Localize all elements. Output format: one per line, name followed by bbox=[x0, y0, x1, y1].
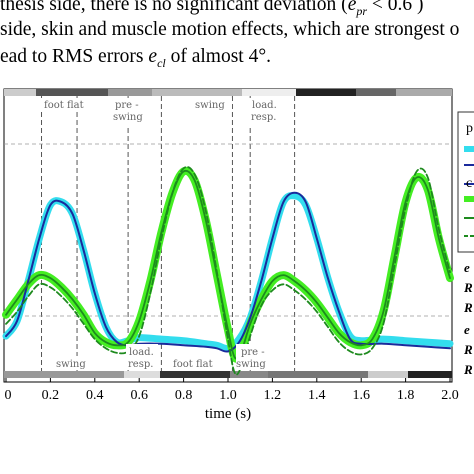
bottom-phase-seg-1 bbox=[4, 371, 124, 378]
x-tick-label: 2.0 bbox=[441, 388, 459, 403]
legend-heading-p: p bbox=[466, 121, 473, 136]
phase-labels-bottom: swing load. resp. foot flat pre - swing bbox=[52, 344, 272, 370]
x-tick-label: 0 bbox=[5, 388, 12, 403]
series-line-green-solid bbox=[5, 169, 451, 360]
math-symbol: e bbox=[148, 46, 158, 67]
phase-label-bg bbox=[236, 344, 272, 370]
side-annotation-3: R bbox=[463, 300, 473, 315]
top-phase-seg-7 bbox=[356, 89, 396, 96]
top-phase-seg-5 bbox=[242, 89, 296, 96]
math-symbol: e bbox=[347, 0, 357, 15]
bottom-phase-seg-3 bbox=[160, 371, 230, 378]
phase-label-bg bbox=[190, 98, 232, 112]
bottom-phase-seg-7 bbox=[408, 371, 452, 378]
body-text-line-1: thesis side, there is no significant dev… bbox=[0, 0, 424, 23]
phase-label-foot-flat-bottom: foot flat bbox=[173, 359, 213, 370]
series-curves bbox=[2, 166, 454, 376]
top-phase-seg-2 bbox=[36, 89, 108, 96]
phase-labels-top: foot flat pre - swing swing load. resp. bbox=[40, 98, 284, 126]
legend-fragment: p c bbox=[457, 111, 474, 253]
text-fragment: ead to RMS errors bbox=[0, 46, 149, 67]
side-annotation-6: R bbox=[463, 362, 473, 377]
phase-label-load: load. bbox=[252, 100, 277, 111]
top-phase-seg-1 bbox=[4, 89, 36, 96]
phase-label-bg bbox=[126, 344, 158, 370]
bottom-phase-seg-4 bbox=[230, 371, 268, 378]
series-line-blue bbox=[5, 191, 451, 353]
side-annotation-1: e bbox=[464, 260, 470, 275]
phase-label-swing-bottom: swing bbox=[56, 359, 86, 370]
phase-label-load-bottom: load. bbox=[129, 347, 154, 358]
x-axis-label: time (s) bbox=[205, 406, 251, 422]
x-axis-ticks: 0 0.2 0.4 0.6 0.8 1.0 1.2 1.4 1.6 1.8 2.0 bbox=[5, 378, 459, 403]
phase-label-bg bbox=[248, 98, 284, 126]
side-annotation-5: R bbox=[463, 342, 473, 357]
x-tick-label: 1.0 bbox=[219, 388, 237, 403]
top-phase-seg-4 bbox=[152, 89, 242, 96]
x-tick-label: 1.2 bbox=[264, 388, 282, 403]
side-annotation-4: e bbox=[464, 322, 470, 337]
phase-label-resp-bottom: resp. bbox=[128, 359, 153, 370]
top-phase-seg-3 bbox=[108, 89, 152, 96]
legend-swatch-cyan bbox=[464, 146, 474, 152]
top-phase-bar bbox=[4, 89, 452, 96]
legend-heading-c: c bbox=[466, 176, 472, 191]
math-subscript: pr bbox=[356, 3, 368, 18]
x-tick-label: 1.4 bbox=[308, 388, 326, 403]
body-text-line-3: ead to RMS errors ecl of almost 4°. bbox=[0, 45, 271, 75]
math-subscript: cl bbox=[157, 55, 166, 70]
x-tick-label: 1.8 bbox=[397, 388, 415, 403]
phase-label-bg bbox=[52, 356, 92, 370]
top-phase-seg-6 bbox=[296, 89, 356, 96]
side-annotations: e R R e R R bbox=[463, 260, 473, 377]
text-fragment: of almost 4°. bbox=[165, 46, 272, 67]
bottom-phase-seg-5 bbox=[268, 371, 368, 378]
phase-label-bg bbox=[170, 356, 226, 370]
x-tick-label: 0.4 bbox=[86, 388, 104, 403]
x-tick-label: 0.2 bbox=[42, 388, 60, 403]
text-fragment: < 0.6 ) bbox=[367, 0, 424, 15]
phase-label-bg bbox=[112, 98, 146, 126]
phase-label-pre-bottom: pre - bbox=[241, 347, 265, 358]
phase-label-bg bbox=[40, 98, 92, 112]
x-tick-label: 1.6 bbox=[352, 388, 370, 403]
bottom-phase-bar bbox=[4, 371, 452, 378]
phase-label-resp: resp. bbox=[251, 112, 276, 123]
body-text-line-2: side, skin and muscle motion effects, wh… bbox=[0, 18, 459, 42]
x-tick-label: 0.6 bbox=[130, 388, 148, 403]
series-line-green-dashed bbox=[5, 166, 451, 376]
bottom-phase-seg-2 bbox=[124, 371, 160, 378]
x-tick-label: 0.8 bbox=[175, 388, 193, 403]
bottom-phase-seg-6 bbox=[368, 371, 408, 378]
legend-swatch-green bbox=[464, 196, 474, 202]
phase-label-pre: pre - bbox=[115, 100, 139, 111]
phase-label-swing2-bottom: swing bbox=[236, 359, 266, 370]
phase-label-foot-flat: foot flat bbox=[44, 100, 84, 111]
text-fragment: thesis side, there is no significant dev… bbox=[0, 0, 348, 15]
text-fragment: side, skin and muscle motion effects, wh… bbox=[0, 19, 460, 40]
phase-label-swing: swing bbox=[195, 100, 225, 111]
top-phase-seg-8 bbox=[396, 89, 452, 96]
side-annotation-2: R bbox=[463, 280, 473, 295]
phase-label-swing-sub: swing bbox=[113, 112, 143, 123]
